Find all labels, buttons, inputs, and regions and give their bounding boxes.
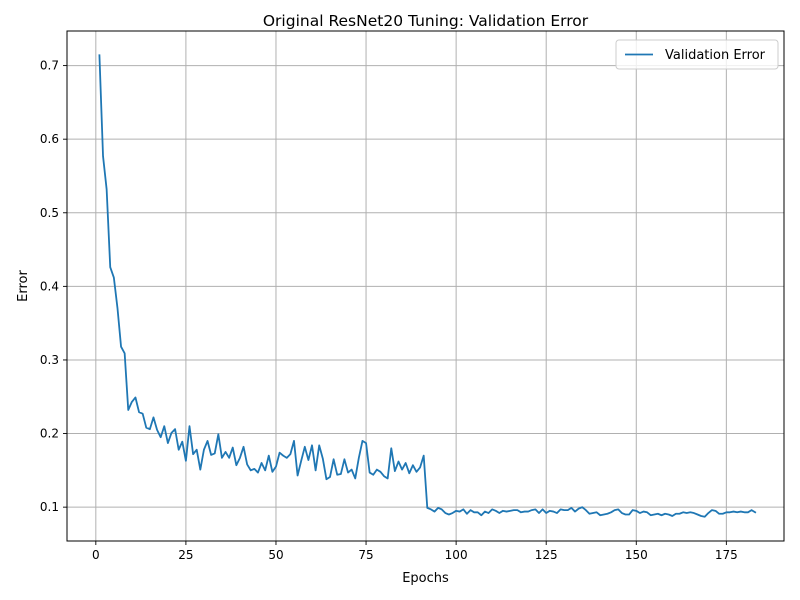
grid-layer (67, 31, 784, 541)
chart-title: Original ResNet20 Tuning: Validation Err… (263, 12, 589, 30)
x-tick-label: 175 (715, 548, 738, 562)
legend-box (615, 39, 779, 70)
x-tick-label: 25 (178, 548, 193, 562)
y-tick-label: 0.6 (40, 132, 59, 146)
x-tick-label: 75 (358, 548, 373, 562)
y-tick-label: 0.1 (40, 500, 59, 514)
y-tick-label: 0.2 (40, 427, 59, 441)
y-axis-label: Error (16, 270, 31, 302)
series-line-validation-error (98, 54, 757, 518)
y-tick-label: 0.5 (40, 206, 59, 220)
tick-layer: 0 25 50 75 100 125 150 175 0.1 0.2 0.3 0.4 0.5 0.6 0.7 (40, 59, 738, 562)
legend-label-validation-error: Validation Error (665, 48, 766, 63)
legend: Validation Error (615, 39, 779, 70)
y-tick-label: 0.3 (40, 353, 59, 367)
x-tick-label: 125 (535, 548, 558, 562)
x-tick-label: 50 (268, 548, 283, 562)
series-layer (98, 54, 757, 518)
x-tick-label: 150 (625, 548, 648, 562)
y-tick-label: 0.7 (40, 59, 59, 73)
x-axis-label: Epochs (402, 571, 449, 586)
y-tick-label: 0.4 (40, 279, 59, 293)
x-tick-label: 100 (445, 548, 468, 562)
x-tick-label: 0 (92, 548, 100, 562)
